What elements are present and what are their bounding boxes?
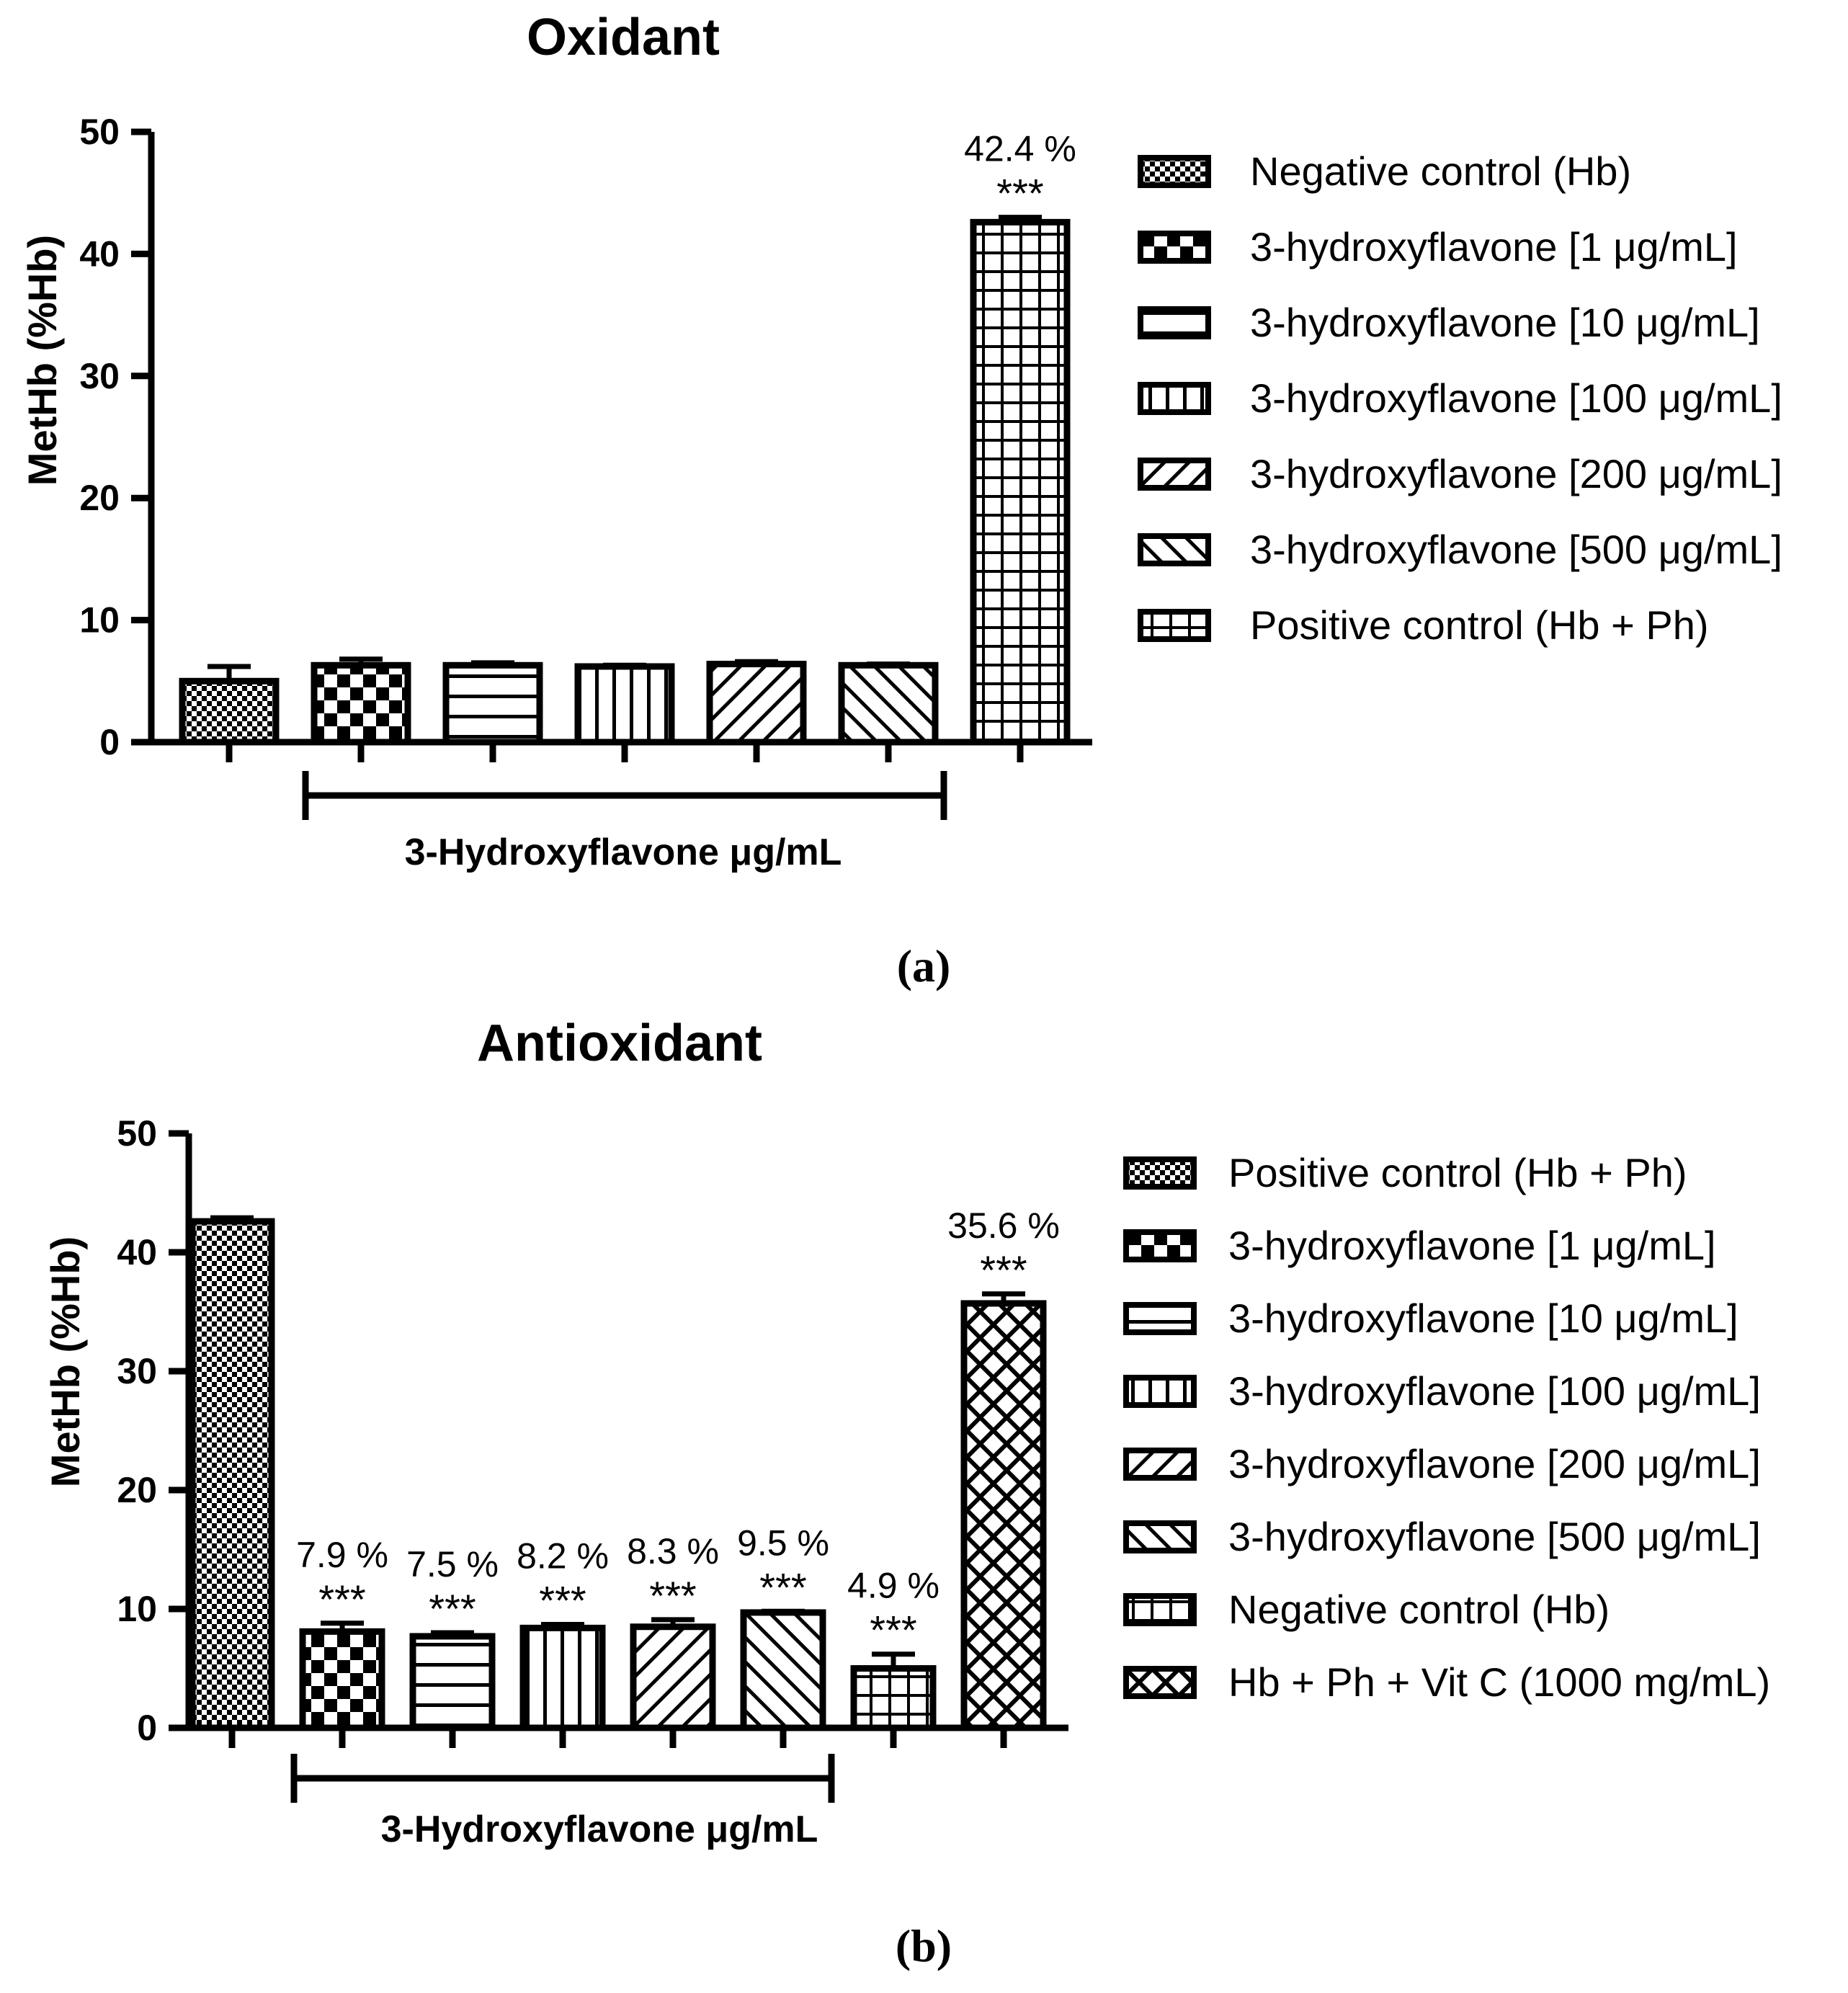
chart-a-title: Oxidant — [527, 9, 720, 66]
chart-b-ytick-label: 10 — [117, 1589, 157, 1629]
chart-b-legend-swatch — [1123, 1375, 1197, 1408]
chart-a-bar — [179, 677, 280, 746]
chart-b-percent-label: 35.6 % — [947, 1205, 1060, 1246]
chart-b-legend-label: 3-hydroxyflavone [1 μg/mL] — [1228, 1223, 1716, 1268]
chart-a-legend-swatch — [1138, 458, 1211, 491]
chart-a-bar — [442, 661, 543, 746]
chart-a-bar — [970, 218, 1071, 746]
chart-b-significance: *** — [759, 1564, 806, 1610]
chart-a-percent-label: 42.4 % — [964, 129, 1076, 169]
chart-b-significance: *** — [870, 1608, 916, 1653]
chart-b-legend-swatch — [1123, 1302, 1197, 1335]
chart-b-percent-label: 9.5 % — [737, 1522, 829, 1563]
chart-b-bar — [740, 1609, 826, 1731]
chart-b-percent-label: 8.2 % — [517, 1535, 609, 1576]
chart-b-legend-swatch — [1123, 1593, 1197, 1626]
chart-b-legend-swatch — [1123, 1156, 1197, 1190]
chart-a-plot: 0 10 20 30 40 50 ***42.4 % Negative control (Hb… — [79, 112, 1782, 820]
chart-b-bar — [630, 1623, 716, 1731]
chart-b-title: Antioxidant — [477, 1015, 762, 1072]
chart-b-significance: *** — [539, 1577, 586, 1623]
chart-a-legend-swatch — [1138, 382, 1211, 415]
chart-b-legend-label: Hb + Ph + Vit C (1000 mg/mL) — [1228, 1659, 1770, 1705]
chart-a-significance: *** — [996, 171, 1043, 216]
chart-b-legend-label: 3-hydroxyflavone [100 μg/mL] — [1228, 1368, 1761, 1414]
chart-b-bar — [189, 1218, 275, 1731]
chart-b-bar — [409, 1633, 496, 1731]
chart-b-bar — [850, 1665, 937, 1731]
chart-a-legend-label: 3-hydroxyflavone [100 μg/mL] — [1250, 375, 1782, 421]
chart-a-legend-swatch — [1138, 609, 1211, 642]
chart-a-legend-swatch — [1138, 231, 1211, 264]
chart-b-legend-label: 3-hydroxyflavone [10 μg/mL] — [1228, 1296, 1738, 1341]
chart-b-legend-swatch — [1123, 1666, 1197, 1699]
chart-b-ylabel: MetHb (%Hb) — [43, 1236, 88, 1487]
chart-a-ytick-label: 50 — [79, 112, 120, 152]
chart-b-significance: *** — [980, 1247, 1027, 1293]
chart-a-bar — [311, 661, 411, 746]
chart-b-legend-swatch — [1123, 1520, 1197, 1553]
chart-a-panel-label: (a) — [897, 940, 951, 991]
chart-b-significance: *** — [649, 1573, 696, 1618]
chart-b-bracket-label: 3-Hydroxyflavone μg/mL — [381, 1809, 818, 1850]
chart-b-legend-swatch — [1123, 1229, 1197, 1262]
chart-a-legend-label: 3-hydroxyflavone [500 μg/mL] — [1250, 527, 1782, 572]
chart-b-legend-label: 3-hydroxyflavone [200 μg/mL] — [1228, 1441, 1761, 1486]
chart-a-ytick-label: 20 — [79, 478, 120, 518]
chart-b-significance: *** — [318, 1577, 365, 1622]
chart-a-ytick-label: 10 — [79, 600, 120, 641]
chart-a-ytick-label: 30 — [79, 356, 120, 396]
chart-a-legend-label: 3-hydroxyflavone [10 μg/mL] — [1250, 300, 1760, 345]
chart-b-ytick-label: 20 — [117, 1470, 157, 1510]
chart-b-bar — [960, 1300, 1047, 1731]
chart-b-bar — [299, 1628, 385, 1731]
chart-a-bar — [574, 663, 675, 746]
chart-a-legend-swatch — [1138, 155, 1211, 188]
chart-a-bar — [706, 661, 807, 746]
chart-a-ylabel: MetHb (%Hb) — [19, 235, 65, 486]
chart-b-legend-label: Negative control (Hb) — [1228, 1587, 1610, 1632]
chart-b-percent-label: 7.9 % — [296, 1535, 388, 1575]
chart-b-panel-label: (b) — [896, 1920, 952, 1971]
chart-a-bracket-label: 3-Hydroxyflavone μg/mL — [405, 831, 842, 873]
chart-b-ytick-label: 30 — [117, 1351, 157, 1391]
chart-b-legend-label: Positive control (Hb + Ph) — [1228, 1150, 1687, 1195]
chart-b-bar — [519, 1624, 606, 1731]
chart-a-legend-swatch — [1138, 533, 1211, 566]
chart-b-percent-label: 8.3 % — [627, 1531, 719, 1571]
chart-b-ytick-label: 0 — [137, 1708, 157, 1748]
chart-b-percent-label: 4.9 % — [847, 1566, 939, 1606]
chart-a-legend-label: 3-hydroxyflavone [200 μg/mL] — [1250, 451, 1782, 496]
chart-a-legend-label: Positive control (Hb + Ph) — [1250, 602, 1708, 648]
chart-b-ytick-label: 40 — [117, 1232, 157, 1272]
chart-a-legend-label: 3-hydroxyflavone [1 μg/mL] — [1250, 224, 1738, 269]
chart-b-percent-label: 7.5 % — [406, 1544, 499, 1584]
chart-b-ytick-label: 50 — [117, 1113, 157, 1154]
chart-a-legend-label: Negative control (Hb) — [1250, 148, 1631, 194]
chart-b-legend-label: 3-hydroxyflavone [500 μg/mL] — [1228, 1514, 1761, 1559]
chart-a-ytick-label: 0 — [99, 722, 120, 762]
chart-a-ytick-label: 40 — [79, 233, 120, 274]
chart-a-bar — [838, 661, 939, 746]
chart-b-legend-swatch — [1123, 1448, 1197, 1481]
chart-a-legend-swatch — [1138, 306, 1211, 339]
chart-b-significance: *** — [429, 1586, 476, 1631]
